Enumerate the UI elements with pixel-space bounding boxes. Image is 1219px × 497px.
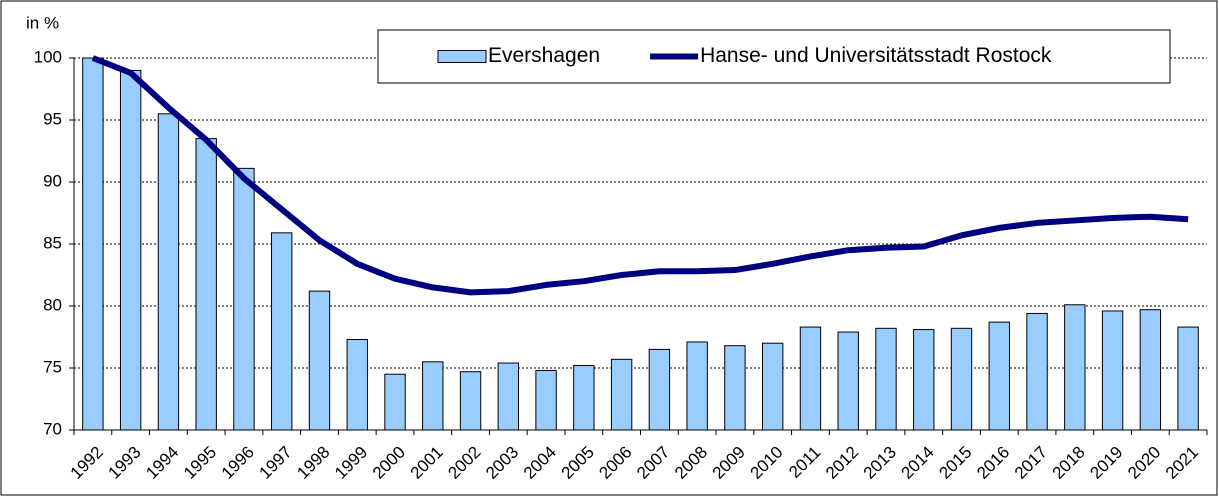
bar: [1064, 304, 1086, 431]
bar: [384, 373, 406, 431]
bar: [1101, 310, 1124, 431]
bar: [950, 327, 973, 431]
line: [91, 55, 1189, 296]
y-tick-label: 70: [43, 419, 62, 438]
bar: [913, 329, 935, 431]
bar: [1177, 326, 1199, 431]
bar: [724, 345, 746, 431]
y-tick-label: 95: [43, 109, 62, 128]
y-tick-label: 75: [43, 357, 62, 376]
bar: [497, 362, 520, 431]
bar: [837, 331, 859, 431]
bar: [233, 167, 255, 431]
y-tick-label: 90: [43, 171, 62, 190]
bar: [195, 138, 217, 431]
bar: [988, 321, 1010, 431]
bar: [535, 369, 557, 431]
bar: [459, 371, 482, 431]
bar: [422, 361, 444, 431]
bar: [1139, 309, 1162, 431]
bar: [573, 365, 595, 431]
bar: [308, 290, 331, 431]
bar: [1026, 312, 1048, 431]
y-tick-label: 85: [43, 233, 62, 252]
bar: [799, 326, 822, 431]
bar: [119, 69, 142, 431]
bar: [686, 341, 708, 431]
y-axis-label: in %: [26, 13, 59, 32]
bar: [82, 57, 104, 431]
legend-box: [377, 29, 1171, 84]
legend-label: Hanse- und Universitätsstadt Rostock: [700, 44, 1052, 67]
bar: [761, 342, 784, 431]
bar: [346, 338, 368, 431]
legend-label: Evershagen: [488, 44, 600, 67]
y-tick-label: 80: [43, 295, 62, 314]
bar: [875, 327, 897, 431]
y-tick-label: 100: [34, 47, 62, 66]
bar: [157, 113, 180, 431]
bar: [648, 348, 671, 431]
legend-swatch: [437, 50, 487, 63]
bar: [271, 232, 293, 431]
bar: [610, 358, 633, 431]
